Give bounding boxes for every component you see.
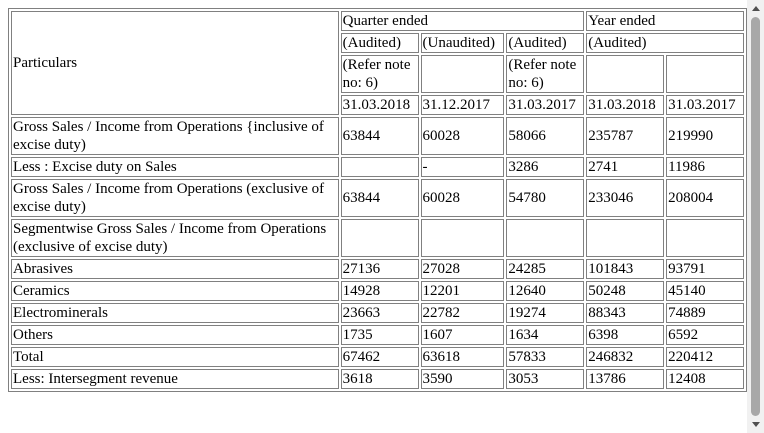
- audit-status-q3: (Audited): [506, 33, 585, 53]
- row-label: Electrominerals: [11, 303, 339, 323]
- empty-note-y2: [666, 55, 744, 93]
- refer-note-q3: (Refer note no: 6): [506, 55, 585, 93]
- value-cell: 1735: [340, 325, 419, 345]
- value-cell: 101843: [586, 259, 665, 279]
- value-cell: -: [420, 157, 505, 177]
- value-cell: 63618: [420, 347, 505, 367]
- table-row: Others 1735 1607 1634 6398 6592: [11, 325, 744, 345]
- value-cell: 6398: [586, 325, 665, 345]
- value-cell: 50248: [586, 281, 665, 301]
- header-row-dates: 31.03.2018 31.12.2017 31.03.2017 31.03.2…: [11, 95, 744, 115]
- vertical-scrollbar[interactable]: [747, 0, 764, 433]
- table-row: Gross Sales / Income from Operations (ex…: [11, 179, 744, 217]
- value-cell: [666, 219, 744, 257]
- value-cell: 27136: [340, 259, 419, 279]
- table-row: Segmentwise Gross Sales / Income from Op…: [11, 219, 744, 257]
- value-cell: 208004: [666, 179, 744, 217]
- value-cell: 74889: [666, 303, 744, 323]
- value-cell: 67462: [340, 347, 419, 367]
- row-label: Abrasives: [11, 259, 339, 279]
- year-ended-header: Year ended: [586, 11, 744, 31]
- audit-status-year: (Audited): [586, 33, 744, 53]
- value-cell: 54780: [506, 179, 585, 217]
- table-row: Ceramics 14928 12201 12640 50248 45140: [11, 281, 744, 301]
- value-cell: 220412: [666, 347, 744, 367]
- header-row-audit: (Audited) (Unaudited) (Audited) (Audited…: [11, 33, 744, 53]
- value-cell: 22782: [420, 303, 505, 323]
- date-y2: 31.03.2017: [666, 95, 744, 115]
- value-cell: 57833: [506, 347, 585, 367]
- value-cell: 12640: [506, 281, 585, 301]
- date-q1: 31.03.2018: [340, 95, 419, 115]
- table-row: Less : Excise duty on Sales -3286 2741 1198…: [11, 157, 744, 177]
- refer-note-q1: (Refer note no: 6): [340, 55, 419, 93]
- value-cell: 3286: [506, 157, 585, 177]
- value-cell: 2741: [586, 157, 665, 177]
- value-cell: 88343: [586, 303, 665, 323]
- value-cell: 219990: [666, 117, 744, 155]
- value-cell: [420, 219, 505, 257]
- value-cell: 233046: [586, 179, 665, 217]
- value-cell: 1634: [506, 325, 585, 345]
- value-cell: [340, 219, 419, 257]
- value-cell: 23663: [340, 303, 419, 323]
- value-cell: 60028: [420, 179, 505, 217]
- value-cell: 3618: [340, 369, 419, 389]
- header-row-periods: Particulars Quarter ended Year ended: [11, 11, 744, 115]
- value-cell: 14928: [340, 281, 419, 301]
- value-cell: 3590: [420, 369, 505, 389]
- audit-status-q1: (Audited): [340, 33, 419, 53]
- value-cell: 12201: [420, 281, 505, 301]
- header-row-notes: (Refer note no: 6) (Refer note no: 6): [11, 55, 744, 93]
- row-label: Gross Sales / Income from Operations {in…: [11, 117, 339, 155]
- empty-note-q2: [420, 55, 505, 93]
- value-cell: 13786: [586, 369, 665, 389]
- value-cell: 45140: [666, 281, 744, 301]
- table-row: Electrominerals 23663 22782 19274 88343 74889: [11, 303, 744, 323]
- row-label: Others: [11, 325, 339, 345]
- value-cell: [506, 219, 585, 257]
- value-cell: 24285: [506, 259, 585, 279]
- value-cell: 6592: [666, 325, 744, 345]
- quarter-ended-header: Quarter ended: [340, 11, 585, 31]
- value-cell: 19274: [506, 303, 585, 323]
- value-cell: 246832: [586, 347, 665, 367]
- table-row: Total 67462 63618 57833 246832 220412: [11, 347, 744, 367]
- financial-results-table: Particulars Quarter ended Year ended (Au…: [8, 8, 747, 392]
- row-label: Less: Intersegment revenue: [11, 369, 339, 389]
- table-row: Less: Intersegment revenue 3618 3590 3053 13…: [11, 369, 744, 389]
- row-label: Segmentwise Gross Sales / Income from Op…: [11, 219, 339, 257]
- table-row: Abrasives 27136 27028 24285 101843 93791: [11, 259, 744, 279]
- value-cell: 63844: [340, 117, 419, 155]
- empty-note-y1: [586, 55, 665, 93]
- value-cell: 11986: [666, 157, 744, 177]
- date-q2: 31.12.2017: [420, 95, 505, 115]
- value-cell: [340, 157, 419, 177]
- value-cell: 1607: [420, 325, 505, 345]
- table-row: Gross Sales / Income from Operations {in…: [11, 117, 744, 155]
- scrollbar-thumb[interactable]: [751, 17, 760, 416]
- date-y1: 31.03.2018: [586, 95, 665, 115]
- date-q3: 31.03.2017: [506, 95, 585, 115]
- value-cell: 3053: [506, 369, 585, 389]
- particulars-header: Particulars: [11, 11, 339, 115]
- value-cell: 12408: [666, 369, 744, 389]
- scroll-down-arrow-icon[interactable]: [747, 416, 764, 433]
- scroll-up-arrow-icon[interactable]: [747, 0, 764, 17]
- value-cell: 93791: [666, 259, 744, 279]
- page-viewport: Particulars Quarter ended Year ended (Au…: [8, 8, 747, 392]
- value-cell: [586, 219, 665, 257]
- value-cell: 235787: [586, 117, 665, 155]
- audit-status-q2: (Unaudited): [420, 33, 505, 53]
- value-cell: 58066: [506, 117, 585, 155]
- row-label: Less : Excise duty on Sales: [11, 157, 339, 177]
- row-label: Ceramics: [11, 281, 339, 301]
- row-label: Gross Sales / Income from Operations (ex…: [11, 179, 339, 217]
- value-cell: 27028: [420, 259, 505, 279]
- value-cell: 63844: [340, 179, 419, 217]
- value-cell: 60028: [420, 117, 505, 155]
- row-label: Total: [11, 347, 339, 367]
